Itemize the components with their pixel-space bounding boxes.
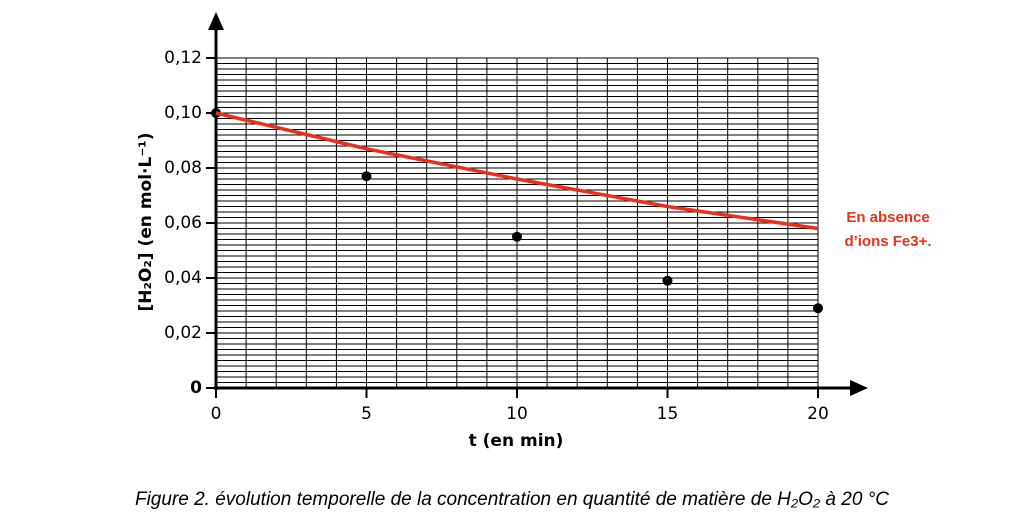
curve (215, 111, 819, 231)
y-tick-label: 0,08 (164, 158, 202, 178)
annotation: En absence (846, 209, 929, 226)
x-tick-label: 15 (657, 404, 679, 424)
x-axis-arrow (850, 380, 868, 396)
data-point (361, 171, 372, 182)
data-point (512, 231, 522, 242)
caption: Figure 2. évolution temporelle de la con… (135, 489, 889, 510)
y-tick-label: 0,04 (164, 268, 202, 288)
x-tick-label: 0 (211, 404, 222, 424)
y-axis-arrow (208, 12, 224, 30)
y-tick-label: 0,10 (164, 103, 202, 123)
x-tick-label: 10 (506, 404, 528, 424)
x-tick-label: 20 (807, 404, 829, 424)
y-tick-label: 0,12 (164, 48, 202, 68)
grid (215, 57, 819, 389)
y-tick-label: 0,02 (164, 323, 202, 343)
y-tick-label: 0 (190, 378, 202, 398)
x-tick-label: 5 (361, 404, 372, 424)
y-tick-label: 0,06 (164, 213, 202, 233)
x-axis-label: t (en min) (469, 431, 564, 451)
data-point (813, 303, 823, 314)
annotation: d’ions Fe3+. (844, 233, 931, 250)
y-axis-label: [H₂O₂] (en mol·L⁻¹) (136, 132, 156, 311)
data-point (662, 275, 673, 286)
